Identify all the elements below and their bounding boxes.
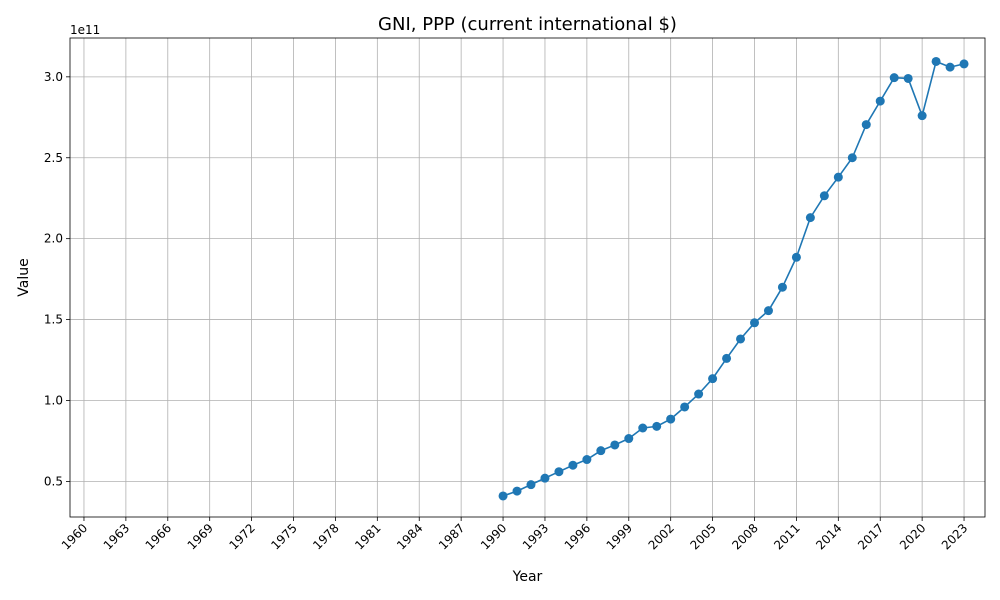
y-axis: 0.5 1.0 1.5 2.0 2.5 3.0 [44,70,70,488]
y-tick-label: 2.0 [44,232,63,246]
x-tick-label: 1963 [101,521,132,552]
x-tick-label: 2014 [813,521,844,552]
y-tick-label: 1.5 [44,313,63,327]
plot-frame [69,37,986,518]
x-tick-label: 1996 [562,521,593,552]
x-tick-label: 1993 [520,521,551,552]
x-tick-label: 1984 [394,521,425,552]
chart-title: GNI, PPP (current international $) [378,14,677,35]
x-tick-label: 2002 [646,521,677,552]
x-axis-label: Year [512,569,543,585]
data-point [568,460,578,470]
x-tick-label: 1987 [436,521,467,552]
data-point [861,120,871,130]
data-point [638,423,648,433]
data-point [596,446,606,456]
x-tick-label: 1990 [478,521,509,552]
y-tick-label: 1.0 [44,393,63,407]
x-tick-label: 2017 [855,521,886,552]
data-point [777,282,787,292]
x-tick-label: 1975 [268,521,299,552]
data-point [582,455,592,465]
data-point [610,440,620,450]
y-tick-label: 2.5 [44,151,63,165]
data-point [791,252,801,262]
data-point [498,491,508,501]
x-tick-label: 1978 [310,521,341,552]
data-point [512,486,522,496]
data-point [889,73,899,83]
data-point [540,473,550,483]
x-tick-label: 2023 [939,521,970,552]
data-point [624,434,634,444]
series-line [502,60,965,497]
data-point [903,73,913,83]
series-group [498,56,969,501]
data-point [931,56,941,66]
y-tick-label: 0.5 [44,474,63,488]
data-point [736,334,746,344]
data-point [945,62,955,72]
x-tick-label: 1972 [226,521,257,552]
data-point [819,191,829,201]
data-point [750,318,760,328]
data-point [763,306,773,316]
x-tick-label: 1960 [59,521,90,552]
data-point [917,111,927,121]
x-tick-label: 1999 [604,521,635,552]
x-tick-label: 1969 [185,521,216,552]
x-tick-label: 2020 [897,521,928,552]
x-axis: 1960 1963 1966 1969 1972 1975 1978 1981 1984 1987… [59,517,970,552]
data-point [680,402,690,412]
x-tick-label: 1966 [143,521,174,552]
y-axis-label: Value [16,258,32,296]
data-point [526,480,536,490]
x-tick-label: 2005 [687,521,718,552]
y-offset-label: 1e11 [70,23,100,37]
x-tick-label: 1981 [352,521,383,552]
y-tick-label: 3.0 [44,70,63,84]
data-point [959,59,969,69]
data-point [694,389,704,399]
x-tick-label: 2011 [771,521,802,552]
data-point [875,96,885,106]
grid [70,38,985,517]
data-point [805,213,815,223]
data-point [554,467,564,477]
data-point [833,172,843,182]
data-point [666,414,676,424]
data-point [652,421,662,431]
data-point [708,374,718,384]
data-point [722,353,732,363]
x-tick-label: 2008 [729,521,760,552]
data-point [847,153,857,163]
